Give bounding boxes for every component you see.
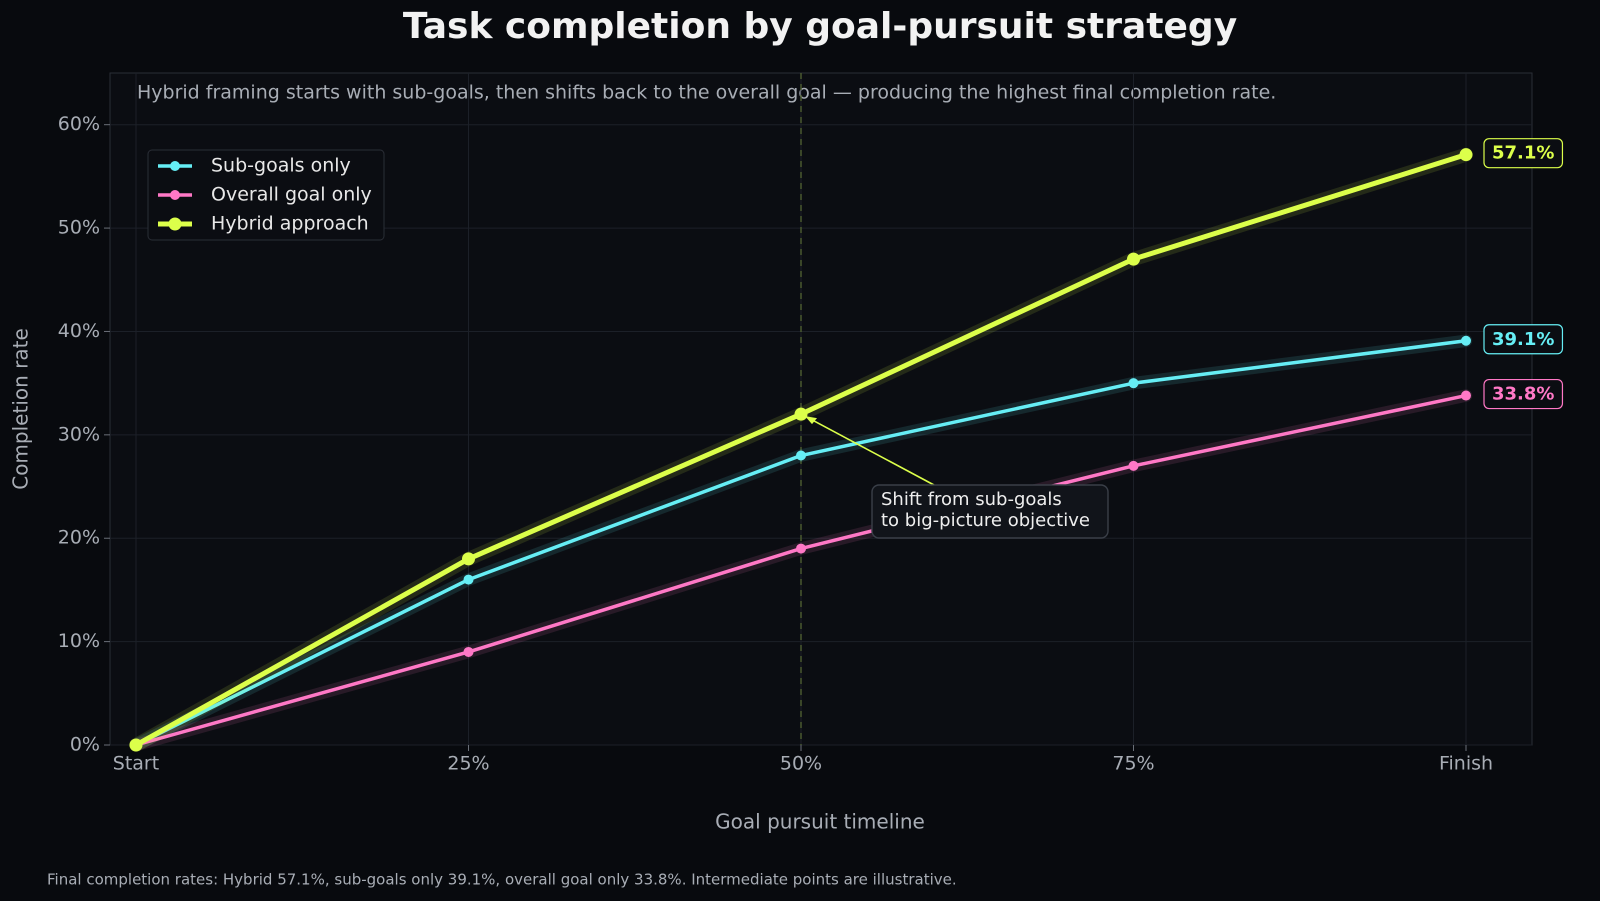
x-tick-label: 50% [780, 753, 822, 775]
y-tick-label: 0% [70, 734, 100, 756]
point [1128, 460, 1139, 471]
value-label: 39.1% [1483, 324, 1564, 355]
legend-label: Overall goal only [211, 184, 372, 206]
value-label-box [1483, 138, 1564, 169]
subtitle: Hybrid framing starts with sub-goals, th… [137, 82, 1276, 104]
legend-marker [170, 161, 180, 171]
x-tick-label: Start [113, 753, 159, 775]
x-tick-label: 25% [447, 753, 489, 775]
chart-title: Task completion by goal-pursuit strategy [403, 6, 1237, 47]
point [1461, 390, 1471, 401]
point [1459, 148, 1473, 162]
point [1461, 335, 1471, 346]
footnote: Final completion rates: Hybrid 57.1%, su… [47, 871, 957, 889]
point [129, 738, 143, 752]
annotation-arrow [806, 416, 935, 486]
legend-label: Sub-goals only [211, 155, 351, 177]
point [463, 574, 474, 585]
point [796, 450, 806, 461]
y-tick-label: 10% [58, 630, 100, 652]
value-label-text: 57.1% [1492, 143, 1554, 164]
y-tick-label: 30% [58, 423, 100, 445]
y-tick-label: 40% [58, 320, 100, 342]
point [463, 646, 474, 657]
x-tick-label: Finish [1439, 753, 1493, 775]
x-tick-label: 75% [1112, 753, 1154, 775]
value-label-box [1483, 378, 1564, 410]
legend-label: Hybrid approach [211, 213, 369, 235]
value-label-text: 39.1% [1492, 329, 1554, 350]
annotation-text: to big-picture objective [881, 510, 1090, 531]
point [796, 543, 806, 554]
annotation-arrowhead [805, 416, 817, 425]
value-label-text: 33.8% [1492, 384, 1554, 405]
point [1128, 378, 1139, 389]
point [1127, 252, 1140, 266]
annotation-text: Shift from sub-goals [881, 489, 1062, 510]
x-axis-label: Goal pursuit timeline [715, 810, 925, 834]
value-label-box [1483, 324, 1564, 355]
point [794, 407, 808, 421]
legend-marker [168, 217, 182, 231]
point [462, 552, 475, 566]
legend-box [147, 149, 385, 241]
legend-marker [170, 190, 180, 200]
legend: Sub-goals only Overall goal only Hybrid ap… [147, 149, 385, 241]
y-axis-label: Completion rate [9, 328, 33, 490]
y-tick-label: 60% [58, 113, 100, 135]
value-label: 57.1% [1483, 138, 1564, 169]
y-tick-label: 20% [58, 527, 100, 549]
value-label: 33.8% [1483, 378, 1564, 410]
y-tick-label: 50% [58, 217, 100, 239]
annotation-box [871, 484, 1109, 539]
